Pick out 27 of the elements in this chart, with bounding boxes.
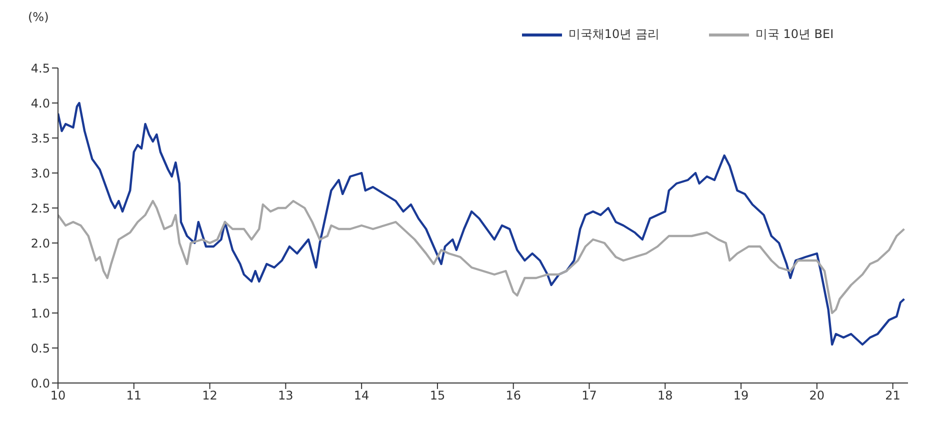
line-series	[58, 102, 906, 346]
y-tick-label: 2.5	[30, 201, 50, 216]
x-tick-label: 14	[354, 388, 370, 403]
x-tick-label: 18	[658, 388, 673, 403]
legend-label: 미국채10년 금리	[567, 26, 660, 43]
x-tick-label: 12	[202, 388, 218, 403]
y-tick-label: 1.0	[30, 306, 50, 320]
x-tick-label: 10	[50, 388, 66, 403]
y-tick-label: 3.5	[30, 131, 50, 146]
line-series	[58, 200, 906, 314]
x-tick-label: 17	[582, 388, 597, 403]
x-tick-label: 20	[809, 388, 825, 403]
y-axis-title: (%)	[28, 10, 49, 24]
x-tick-label: 21	[885, 388, 900, 403]
y-tick-label: 0.0	[30, 376, 50, 390]
y-tick-label: 2.0	[30, 236, 50, 250]
legend-label: 미국 10년 BEI	[754, 26, 834, 43]
x-tick-label: 19	[733, 388, 749, 403]
x-tick-label: 16	[506, 388, 521, 403]
y-tick-label: 4.5	[30, 61, 50, 76]
y-tick-label: 4.0	[30, 96, 50, 110]
x-tick-label: 11	[126, 388, 142, 403]
y-tick-label: 1.5	[30, 271, 50, 286]
y-tick-label: 0.5	[30, 341, 50, 356]
y-tick-label: 3.0	[30, 166, 50, 180]
x-tick-label: 15	[430, 388, 446, 403]
x-tick-label: 13	[278, 388, 294, 403]
